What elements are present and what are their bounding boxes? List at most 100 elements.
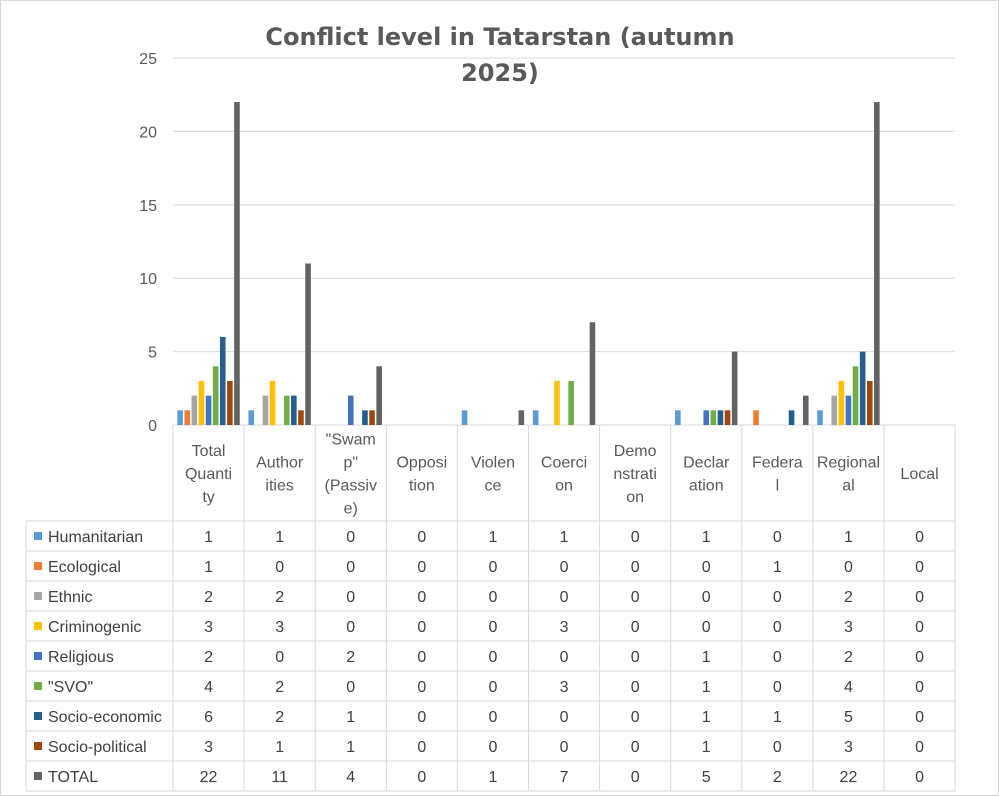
bar-humanitarian-9: [817, 410, 823, 425]
bar-total-0: [234, 102, 240, 425]
bar-religious-7: [703, 410, 710, 425]
table-cell-socio-political-0: 3: [204, 739, 213, 756]
table-cell-socio-political-5: 0: [560, 739, 569, 756]
table-cell-ethnic-10: 0: [915, 589, 924, 606]
bar-total-1: [305, 263, 311, 425]
table-cell-humanitarian-2: 0: [346, 529, 355, 546]
legend-key-religious: [34, 652, 42, 660]
table-cell-total-1: 11: [271, 769, 288, 786]
table-cell-ethnic-1: 2: [275, 589, 284, 606]
bar-humanitarian-7: [675, 410, 681, 425]
table-cell-criminogenic-0: 3: [204, 619, 213, 636]
table-cell-socio-political-4: 0: [488, 739, 497, 756]
table-cell-criminogenic-8: 0: [773, 619, 782, 636]
table-cell-ecological-9: 0: [844, 559, 853, 576]
bar-total-4: [518, 410, 525, 425]
table-cell-ecological-6: 0: [631, 559, 640, 576]
table-cell-svo-1: 2: [275, 679, 284, 696]
table-cell-criminogenic-6: 0: [631, 619, 640, 636]
table-cell-criminogenic-4: 0: [488, 619, 497, 636]
bar-total-2: [376, 366, 382, 425]
table-cell-ethnic-9: 2: [844, 589, 853, 606]
table-cell-ethnic-5: 0: [560, 589, 569, 606]
table-cell-socio-economic-3: 0: [417, 709, 426, 726]
table-cell-religious-0: 2: [204, 649, 213, 666]
table-cell-religious-9: 2: [844, 649, 853, 666]
bar-humanitarian-0: [177, 410, 183, 425]
chart-title-line-1: 2025): [461, 59, 539, 87]
bar--svo--0: [212, 366, 219, 425]
bar-ethnic-1: [262, 395, 269, 425]
table-cell-ecological-1: 0: [275, 559, 284, 576]
table-cell-criminogenic-10: 0: [915, 619, 924, 636]
y-tick-label-0: 0: [148, 418, 157, 435]
bar-religious-9: [845, 395, 852, 425]
table-cell-religious-10: 0: [915, 649, 924, 666]
category-label-6: Demo nstrati on: [613, 443, 657, 506]
table-cell-ethnic-2: 0: [346, 589, 355, 606]
table-cell-socio-economic-0: 6: [204, 709, 213, 726]
bar-socio-political-2: [369, 410, 375, 425]
y-tick-label-25: 25: [139, 51, 157, 68]
table-cell-socio-economic-8: 1: [773, 709, 782, 726]
bar-total-9: [874, 102, 880, 425]
y-tick-label-5: 5: [148, 345, 157, 362]
category-label-10: Local: [900, 466, 938, 483]
table-cell-humanitarian-4: 1: [488, 529, 497, 546]
table-cell-total-7: 5: [702, 769, 711, 786]
bar-ethnic-9: [831, 395, 838, 425]
bar-humanitarian-5: [532, 410, 539, 425]
table-cell-ethnic-8: 0: [773, 589, 782, 606]
table-cell-criminogenic-1: 3: [275, 619, 284, 636]
table-cell-total-2: 4: [346, 769, 355, 786]
table-cell-humanitarian-3: 0: [417, 529, 426, 546]
bar--svo--7: [710, 410, 717, 425]
table-cell-ethnic-0: 2: [204, 589, 213, 606]
legend-key-socio-political: [34, 742, 42, 750]
table-cell-criminogenic-3: 0: [417, 619, 426, 636]
table-cell-criminogenic-2: 0: [346, 619, 355, 636]
legend-label-socio-economic: Socio-economic: [48, 709, 162, 726]
table-cell-religious-1: 0: [275, 649, 284, 666]
bar-socio-economic-9: [859, 351, 866, 425]
bar-ecological-8: [753, 410, 759, 425]
table-cell-socio-political-9: 3: [844, 739, 853, 756]
legend-key-socio-economic: [34, 712, 42, 720]
bar-socio-economic-8: [788, 410, 795, 425]
legend-key-total: [34, 772, 42, 780]
bar-total-8: [802, 395, 809, 425]
legend-key-ecological: [34, 562, 42, 570]
table-cell-socio-economic-6: 0: [631, 709, 640, 726]
legend-label-criminogenic: Criminogenic: [48, 619, 141, 636]
table-cell-socio-economic-7: 1: [702, 709, 711, 726]
legend-label-ethnic: Ethnic: [48, 589, 92, 606]
category-label-9: Regional al: [817, 455, 880, 495]
bar-socio-economic-0: [219, 336, 226, 425]
table-cell-socio-economic-4: 0: [488, 709, 497, 726]
category-label-4: Violen ce: [471, 455, 515, 495]
table-cell-socio-political-10: 0: [915, 739, 924, 756]
table-cell-religious-3: 0: [417, 649, 426, 666]
legend-label-socio-political: Socio-political: [48, 739, 147, 756]
bar--svo--1: [283, 395, 290, 425]
table-cell-ecological-10: 0: [915, 559, 924, 576]
category-label-2: "Swam p" (Passiv e): [325, 432, 377, 518]
table-cell-svo-3: 0: [417, 679, 426, 696]
chart-title-line-0: Conflict level in Tatarstan (autumn: [265, 23, 734, 51]
bar-total-5: [589, 322, 596, 425]
table-cell-svo-4: 0: [488, 679, 497, 696]
table-cell-religious-4: 0: [488, 649, 497, 666]
category-label-0: Total Quanti ty: [185, 443, 232, 506]
category-label-8: Federa l: [752, 455, 803, 495]
table-cell-svo-2: 0: [346, 679, 355, 696]
bar-humanitarian-1: [248, 410, 255, 425]
bar-ethnic-0: [191, 395, 198, 425]
table-cell-religious-7: 1: [702, 649, 711, 666]
category-label-7: Declar ation: [683, 455, 730, 495]
table-cell-religious-8: 0: [773, 649, 782, 666]
table-cell-total-6: 0: [631, 769, 640, 786]
table-cell-svo-8: 0: [773, 679, 782, 696]
table-cell-socio-political-6: 0: [631, 739, 640, 756]
bar-socio-economic-2: [362, 410, 368, 425]
table-cell-humanitarian-7: 1: [702, 529, 711, 546]
